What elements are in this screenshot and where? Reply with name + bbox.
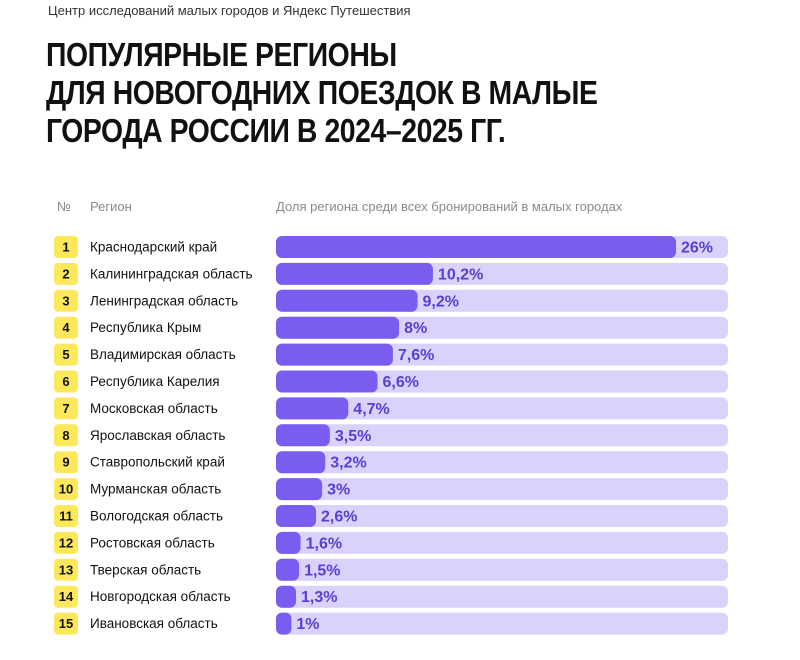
- bar-track: [276, 505, 728, 527]
- bar-track: [276, 424, 728, 447]
- region-label: Республика Карелия: [90, 374, 220, 389]
- bar-track: [276, 612, 728, 635]
- value-label: 26%: [681, 240, 713, 257]
- rank-number: 6: [62, 374, 69, 389]
- share-column-header: Доля региона среди всех бронирований в м…: [276, 199, 623, 214]
- rank-badge: [54, 531, 78, 554]
- region-label: Ленинградская область: [90, 293, 238, 308]
- rank-number: 4: [62, 320, 70, 335]
- rank-number: 7: [62, 401, 69, 416]
- bar: [276, 370, 378, 393]
- region-label: Тверская область: [90, 562, 201, 577]
- bar: [276, 316, 400, 339]
- title-line-1: ПОПУЛЯРНЫЕ РЕГИОНЫ: [46, 36, 397, 73]
- bar-track: [276, 370, 728, 393]
- rank-badge: [54, 451, 78, 474]
- region-label: Новгородская область: [90, 589, 231, 604]
- region-label: Ставропольский край: [90, 455, 225, 470]
- value-label: 2,6%: [321, 509, 357, 526]
- rank-badge: [54, 612, 78, 635]
- rank-badge: [54, 343, 78, 366]
- bar: [276, 451, 326, 474]
- rank-badge: [54, 289, 78, 312]
- rank-number: 12: [59, 535, 73, 550]
- region-label: Ярославская область: [90, 428, 225, 443]
- title-line-3: ГОРОДА РОССИИ В 2024–2025 ГГ.: [46, 112, 506, 149]
- rank-badge: [54, 558, 78, 581]
- value-label: 8%: [404, 320, 427, 337]
- bar: [276, 397, 349, 420]
- value-label: 3,5%: [335, 428, 371, 445]
- region-label: Вологодская область: [90, 509, 223, 524]
- bar-track: [276, 558, 728, 581]
- value-label: 4,7%: [353, 401, 389, 418]
- rank-badge: [54, 236, 78, 258]
- rank-badge: [54, 585, 78, 608]
- value-label: 9,2%: [423, 293, 459, 310]
- bar-track: [276, 397, 728, 420]
- value-label: 7,6%: [398, 347, 434, 364]
- rank-number: 10: [59, 482, 73, 497]
- rank-number: 8: [62, 428, 69, 443]
- bar: [276, 478, 323, 501]
- rank-badge: [54, 424, 78, 447]
- bar-track: [276, 451, 728, 474]
- value-label: 1,6%: [306, 535, 342, 552]
- rank-number: 3: [62, 293, 69, 308]
- value-label: 10,2%: [438, 266, 483, 283]
- rank-badge: [54, 316, 78, 339]
- bar: [276, 289, 418, 312]
- bar: [276, 531, 301, 554]
- region-label: Ивановская область: [90, 616, 218, 631]
- rank-number: 5: [62, 347, 69, 362]
- rank-number: 11: [59, 509, 73, 524]
- bar: [276, 612, 292, 635]
- rank-badge: [54, 478, 78, 501]
- region-column-header: Регион: [90, 199, 132, 214]
- bar-track: [276, 478, 728, 501]
- rank-number: 15: [59, 616, 73, 631]
- value-label: 1%: [296, 616, 319, 633]
- region-label: Республика Крым: [90, 320, 201, 335]
- rank-number: 13: [59, 562, 73, 577]
- bar: [276, 262, 433, 285]
- rank-badge: [54, 262, 78, 285]
- region-label: Ростовская область: [90, 535, 215, 550]
- bar-track: [276, 585, 728, 608]
- region-label: Московская область: [90, 401, 218, 416]
- value-label: 3%: [327, 482, 350, 499]
- value-label: 1,5%: [304, 562, 340, 579]
- rank-number: 9: [62, 455, 69, 470]
- region-label: Калининградская область: [90, 266, 253, 281]
- bar: [276, 424, 330, 447]
- region-label: Мурманская область: [90, 482, 221, 497]
- value-label: 1,3%: [301, 589, 337, 606]
- title-line-2: ДЛЯ НОВОГОДНИХ ПОЕЗДОК В МАЛЫЕ: [46, 74, 598, 111]
- bar: [276, 505, 316, 527]
- bar: [276, 343, 393, 366]
- rank-number: 2: [62, 266, 69, 281]
- value-label: 6,6%: [383, 374, 419, 391]
- rank-number: 14: [59, 589, 74, 604]
- source-caption: Центр исследований малых городов и Яндек…: [48, 3, 411, 18]
- rank-badge: [54, 370, 78, 393]
- region-label: Владимирская область: [90, 347, 236, 362]
- bar-track: [276, 531, 728, 554]
- value-label: 3,2%: [330, 455, 366, 472]
- bar: [276, 236, 676, 258]
- bar: [276, 558, 300, 581]
- region-label: Краснодарский край: [90, 240, 217, 255]
- chart-title: ПОПУЛЯРНЫЕ РЕГИОНЫ ДЛЯ НОВОГОДНИХ ПОЕЗДО…: [46, 36, 665, 150]
- rank-badge: [54, 397, 78, 420]
- bar: [276, 585, 296, 608]
- rank-column-header: №: [57, 199, 71, 214]
- rank-badge: [54, 505, 78, 527]
- rank-number: 1: [62, 240, 69, 255]
